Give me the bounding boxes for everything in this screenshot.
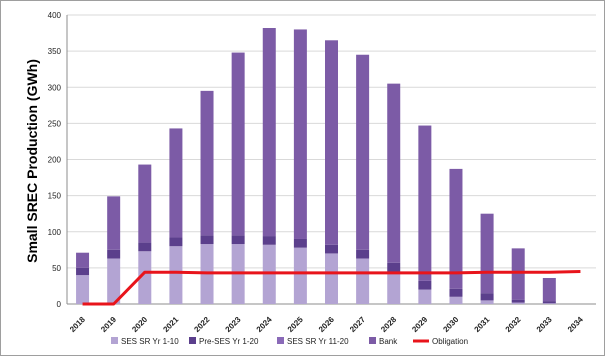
x-tick-label: 2032 <box>504 315 523 334</box>
bar-2027-series-0 <box>356 258 370 304</box>
bar-2033-series-0 <box>542 303 556 304</box>
bar-2021-series-1 <box>169 237 183 247</box>
bar-2025-series-1 <box>293 238 307 248</box>
bar-2031-series-0 <box>480 300 494 304</box>
y-tick-label: 200 <box>48 156 62 165</box>
x-tick-label: 2034 <box>566 315 585 334</box>
bar-2026-series-3 <box>325 40 338 245</box>
y-tick-label: 50 <box>52 264 61 273</box>
bar-2030-series-1 <box>449 288 463 297</box>
x-tick-label: 2019 <box>99 315 118 334</box>
bar-2029-series-0 <box>418 289 432 304</box>
bar-2031-series-1 <box>480 293 494 301</box>
bar-2018-series-1 <box>76 267 90 276</box>
y-tick-label: 350 <box>48 47 62 56</box>
legend-label: Pre-SES Yr 1-20 <box>199 337 259 346</box>
y-tick-label: 100 <box>48 228 62 237</box>
x-tick-label: 2028 <box>379 315 398 334</box>
bar-2025-series-3 <box>293 29 307 239</box>
bar-2019-series-0 <box>107 258 121 304</box>
bar-2022-series-1 <box>200 235 214 245</box>
bar-2021-series-3 <box>169 128 183 238</box>
bar-2019-series-3 <box>107 196 121 250</box>
y-tick-label: 400 <box>48 11 62 20</box>
bar-2024-series-1 <box>262 236 276 245</box>
bar-2032-series-1 <box>511 299 525 303</box>
bar-2027-series-1 <box>356 249 370 259</box>
x-tick-label: 2024 <box>255 315 274 334</box>
y-tick-label: 250 <box>48 119 62 128</box>
x-tick-label: 2033 <box>535 315 554 334</box>
x-tick-label: 2023 <box>224 315 243 334</box>
bar-2024-series-3 <box>262 28 276 237</box>
legend-label: Obligation <box>432 337 468 346</box>
y-axis-title: Small SREC Production (GWh) <box>24 59 40 263</box>
bar-2030-series-3 <box>449 168 463 289</box>
x-tick-label: 2026 <box>317 315 336 334</box>
legend-label: SES SR Yr 11-20 <box>287 337 349 346</box>
bar-2022-series-3 <box>200 90 214 236</box>
bar-2030-series-0 <box>449 296 463 304</box>
y-tick-label: 0 <box>57 300 62 309</box>
bar-2029-series-3 <box>418 125 432 281</box>
legend-label: Bank <box>379 337 398 346</box>
bar-2028-series-3 <box>387 83 401 263</box>
bar-2033-series-1 <box>542 301 556 304</box>
x-tick-label: 2018 <box>68 315 87 334</box>
x-tick-label: 2021 <box>161 315 180 334</box>
legend-swatch <box>369 337 376 344</box>
bar-2021-series-0 <box>169 246 183 304</box>
legend-swatch <box>189 337 196 344</box>
y-tick-label: 150 <box>48 192 62 201</box>
obligation-line <box>82 269 581 306</box>
x-tick-label: 2031 <box>473 315 492 334</box>
x-tick-label: 2029 <box>410 315 429 334</box>
legend-swatch <box>111 337 118 344</box>
bar-2023-series-1 <box>231 235 245 245</box>
x-tick-label: 2027 <box>348 315 367 334</box>
bar-2031-series-3 <box>480 213 494 294</box>
bar-2026-series-0 <box>325 253 338 304</box>
bar-2020-series-0 <box>138 251 152 304</box>
bar-2026-series-1 <box>325 244 338 254</box>
bar-2018-series-3 <box>76 252 90 268</box>
bar-2018-series-0 <box>76 275 90 304</box>
bar-2027-series-3 <box>356 54 370 250</box>
bar-2028-series-1 <box>387 262 401 272</box>
x-tick-label: 2022 <box>192 315 211 334</box>
bar-2032-series-0 <box>511 302 525 304</box>
x-tick-label: 2025 <box>286 315 305 334</box>
bar-2025-series-0 <box>293 247 307 304</box>
bar-2029-series-1 <box>418 280 432 290</box>
legend-swatch <box>277 337 284 344</box>
x-tick-label: 2030 <box>441 315 460 334</box>
y-tick-label: 300 <box>48 83 62 92</box>
bar-2032-series-3 <box>511 248 525 300</box>
x-tick-label: 2020 <box>130 315 149 334</box>
bar-2028-series-0 <box>387 271 401 304</box>
bar-2020-series-3 <box>138 164 152 243</box>
bar-2019-series-1 <box>107 249 121 259</box>
bar-2033-series-3 <box>542 277 556 302</box>
legend-label: SES SR Yr 1-10 <box>121 337 179 346</box>
bar-2020-series-1 <box>138 242 152 252</box>
bar-2023-series-3 <box>231 52 245 236</box>
